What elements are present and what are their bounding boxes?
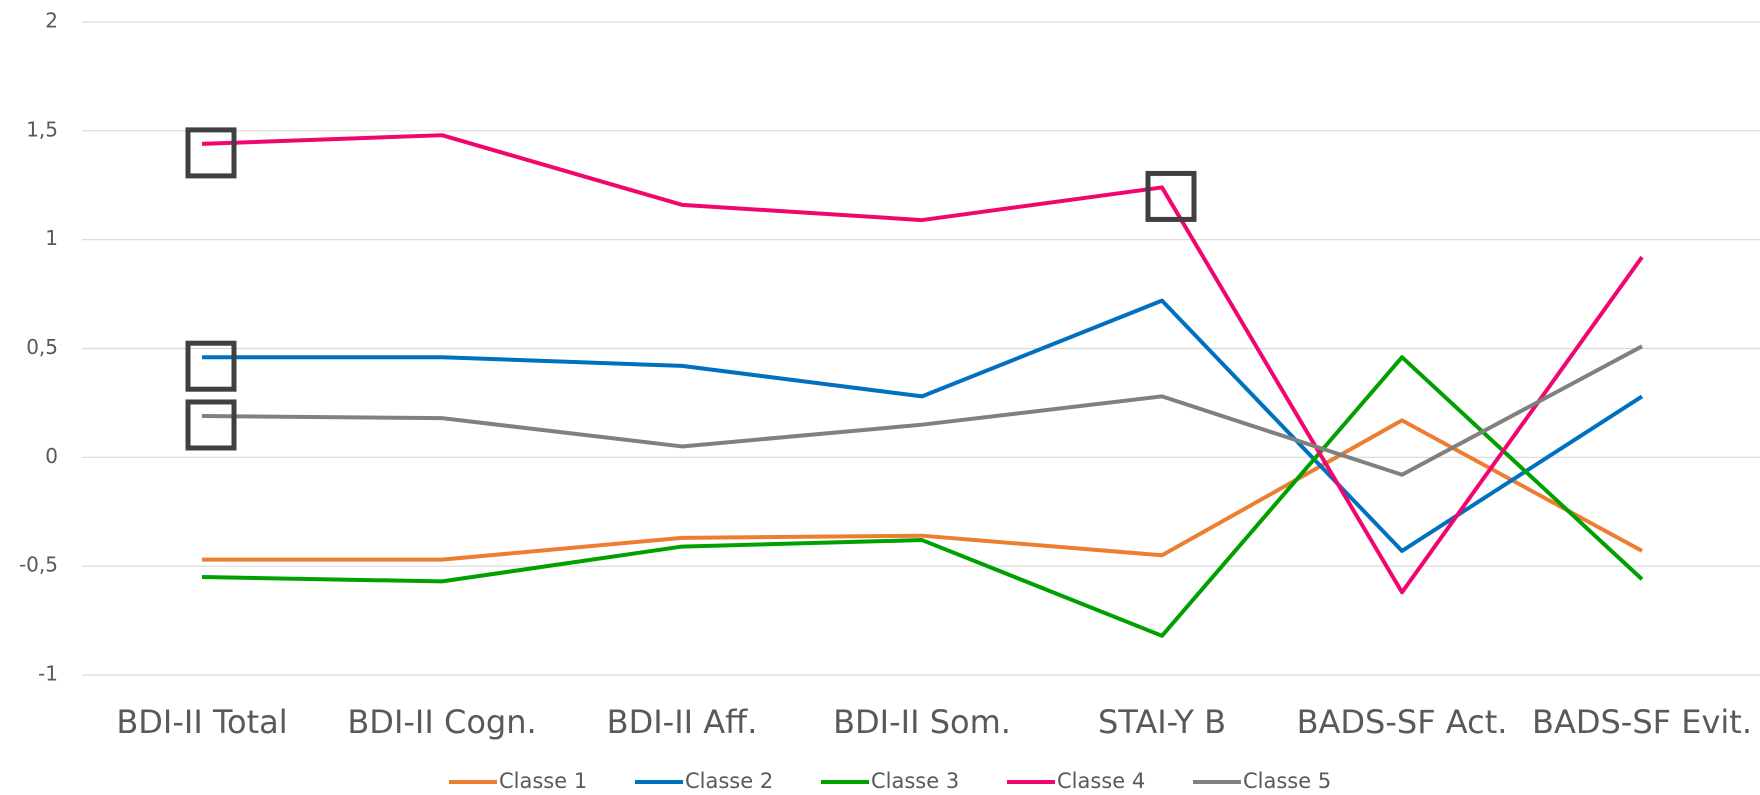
y-tick-label: 0,5 [26, 335, 58, 359]
series-line [201, 133, 1644, 595]
series-line [201, 344, 1643, 477]
highlight-marker [1145, 170, 1197, 222]
series-line [202, 298, 1644, 553]
legend-label: Classe 1 [499, 769, 587, 793]
highlight-marker [185, 399, 237, 451]
legend-label: Classe 4 [1057, 769, 1145, 793]
highlight-marker [185, 340, 237, 392]
x-tick-label: BADS-SF Act. [1297, 703, 1508, 741]
y-tick-label: -1 [38, 662, 58, 686]
legend-label: Classe 3 [871, 769, 959, 793]
y-tick-label: 1 [45, 226, 58, 250]
x-tick-label: BDI-II Aff. [607, 703, 758, 741]
x-tick-label: BDI-II Total [116, 703, 287, 741]
x-tick-label: BDI-II Som. [833, 703, 1011, 741]
y-tick-label: 0 [45, 444, 58, 468]
y-tick-label: -0,5 [19, 553, 58, 577]
x-tick-label: STAI-Y B [1098, 703, 1226, 741]
series-line [202, 418, 1643, 562]
x-tick-label: BADS-SF Evit. [1532, 703, 1752, 741]
legend-label: Classe 2 [685, 769, 773, 793]
x-tick-label: BDI-II Cogn. [347, 703, 536, 741]
series-line [201, 355, 1644, 638]
y-tick-label: 2 [45, 9, 58, 33]
y-tick-label: 1,5 [26, 117, 58, 141]
highlight-marker [185, 127, 237, 179]
legend-label: Classe 5 [1243, 769, 1331, 793]
